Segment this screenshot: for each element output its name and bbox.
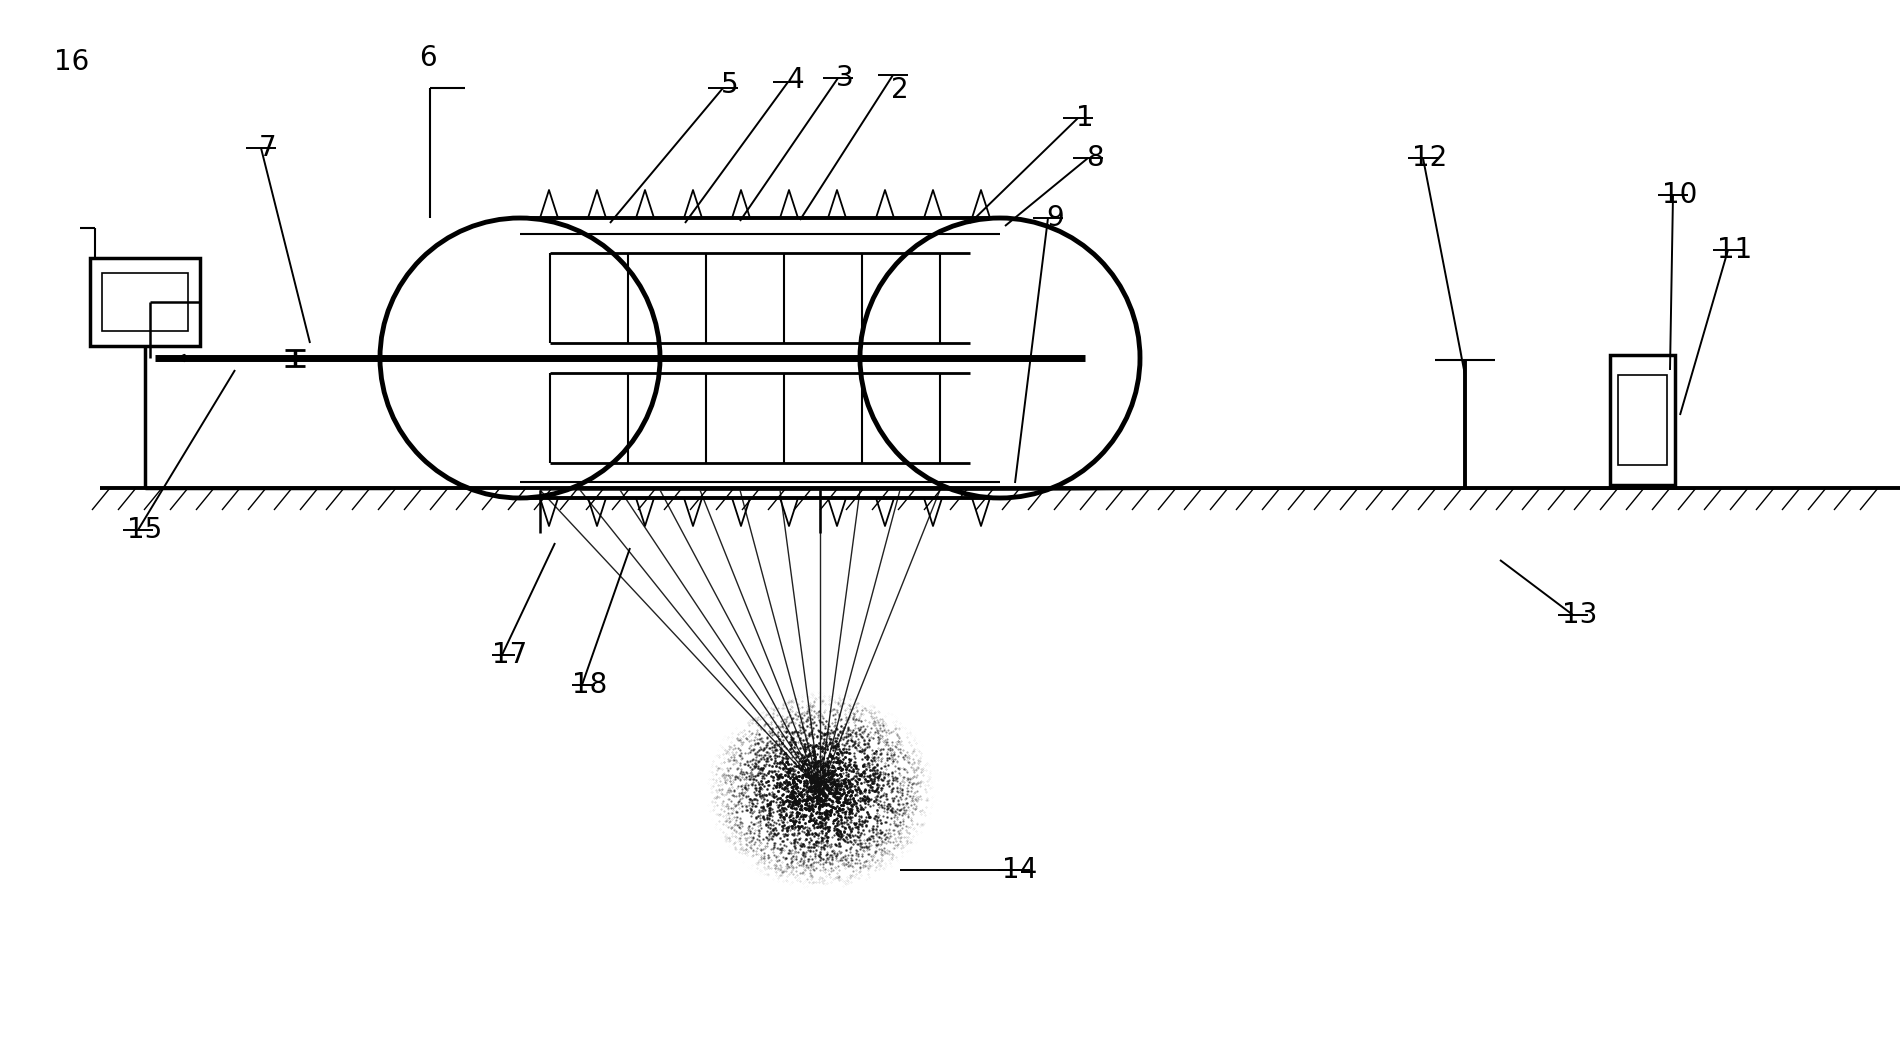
Text: 9: 9: [1046, 204, 1063, 232]
Text: 15: 15: [127, 516, 164, 544]
Text: 1: 1: [1077, 104, 1094, 132]
Bar: [1619, 375, 1666, 465]
Text: 5: 5: [721, 71, 738, 98]
Text: 11: 11: [1718, 236, 1752, 264]
Text: 4: 4: [786, 66, 805, 94]
Text: 12: 12: [1413, 144, 1447, 172]
Bar: [103, 273, 188, 331]
Text: 13: 13: [1562, 602, 1598, 629]
Bar: [1609, 355, 1676, 485]
Text: 18: 18: [573, 671, 607, 699]
Text: 3: 3: [837, 64, 854, 92]
Text: 7: 7: [259, 134, 278, 162]
Text: 6: 6: [418, 44, 437, 72]
Text: 17: 17: [493, 641, 527, 669]
Text: 8: 8: [1086, 144, 1103, 172]
Text: 2: 2: [892, 76, 909, 104]
Bar: [89, 258, 200, 346]
Text: 10: 10: [1662, 181, 1698, 209]
Text: 16: 16: [55, 48, 89, 76]
Text: 14: 14: [1002, 856, 1038, 884]
